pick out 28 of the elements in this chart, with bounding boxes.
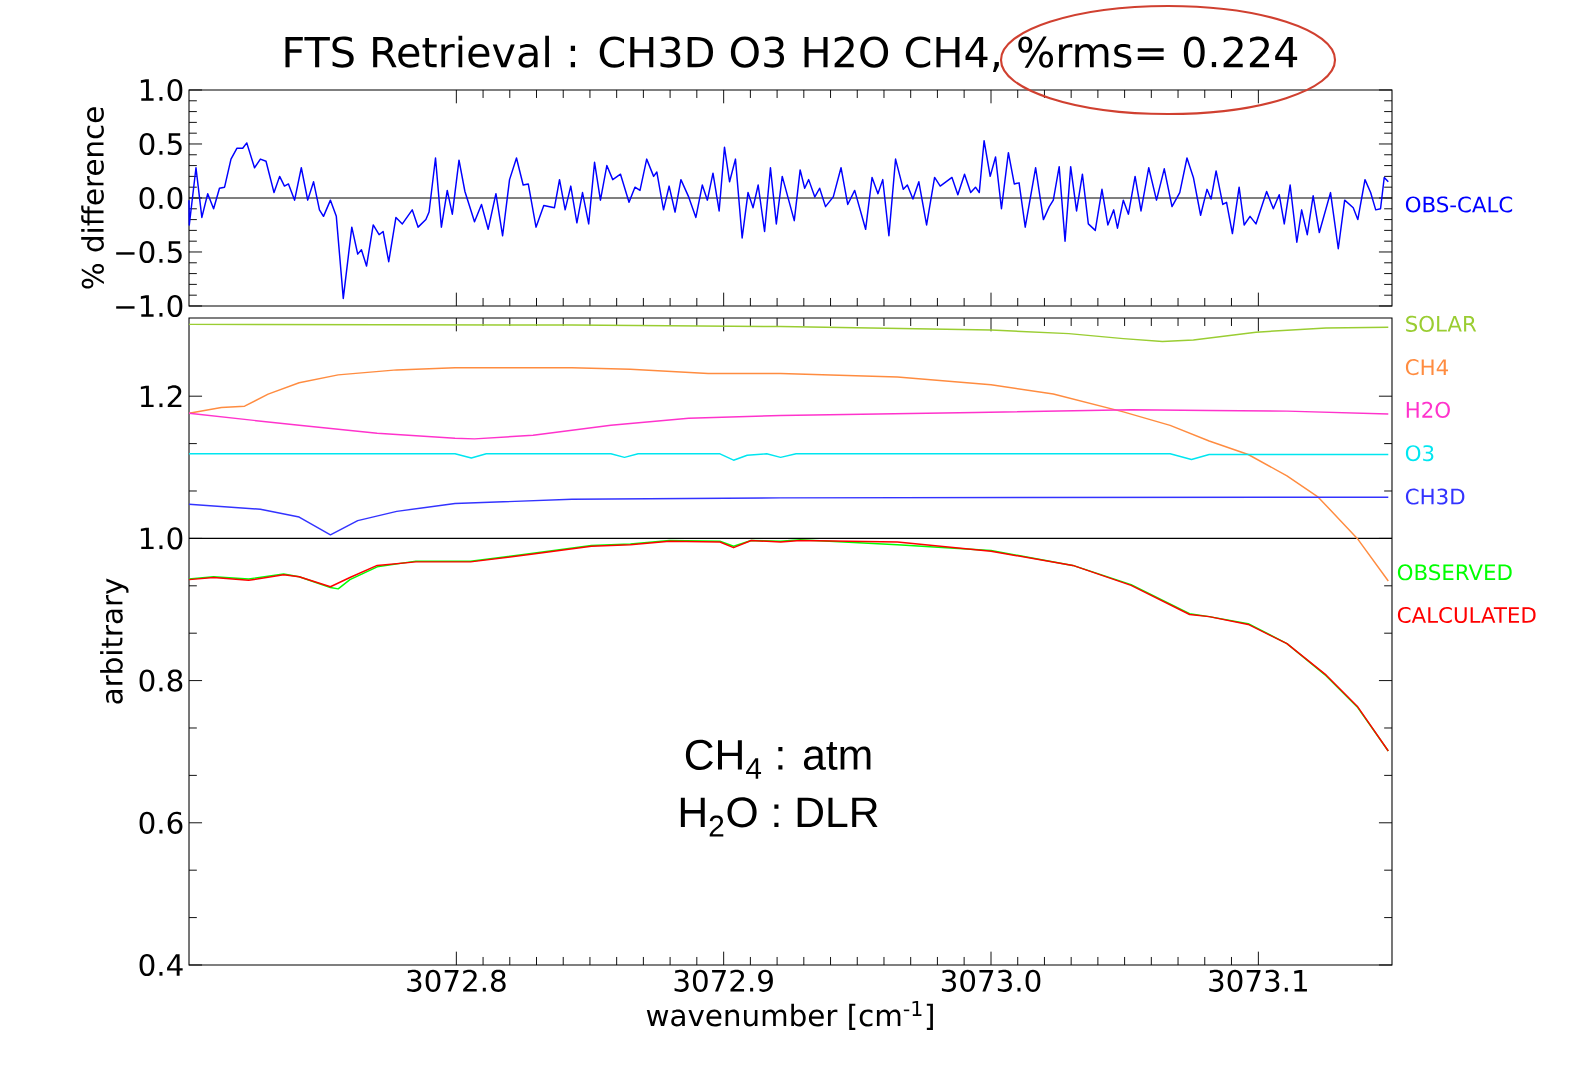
y-tick-label: 1.0	[140, 78, 183, 102]
y-tick-label: −0.5	[116, 240, 182, 264]
y-tick-label: 0.4	[139, 953, 183, 977]
series-label: SOLAR	[1406, 315, 1477, 332]
annotation: CH$_{4}$ : atm	[685, 739, 871, 779]
y-axis-title: arbitrary	[100, 578, 129, 704]
text: CH4	[1405, 359, 1449, 376]
chart-title: FTS Retrieval : CH3D O3 H2O CH4, %rms= 0.224	[285, 35, 1298, 72]
y-tick-label: 0.0	[139, 186, 183, 210]
y-tick-label: −1.0	[116, 294, 183, 318]
series-label: CH3D	[1405, 488, 1465, 505]
y-tick-label: 1.2	[140, 385, 182, 408]
x-tick-label: 3072.8	[407, 969, 506, 992]
y-axis-title: % difference	[81, 107, 104, 289]
series-label: O3	[1405, 445, 1434, 462]
x-tick-label: 3072.9	[674, 969, 773, 992]
x-tick-label: 3073.1	[1209, 969, 1307, 992]
y-tick-label: 0.5	[139, 132, 182, 156]
y-tick-label: 1.0	[140, 527, 183, 550]
text: CALCULATED	[1397, 606, 1536, 624]
text: OBSERVED	[1397, 564, 1512, 581]
x-tick-label: 3073.0	[941, 969, 1041, 992]
series-label: H2O	[1406, 401, 1450, 418]
y-tick-label: 0.6	[139, 811, 183, 834]
series-label: OBS-CALC	[1405, 196, 1513, 213]
y-tick-label: 0.8	[139, 669, 183, 692]
annotation: H$_{2}$O : DLR	[680, 797, 878, 837]
x-axis-title: wavenumber [cm$^{-1}$]	[646, 1001, 933, 1030]
